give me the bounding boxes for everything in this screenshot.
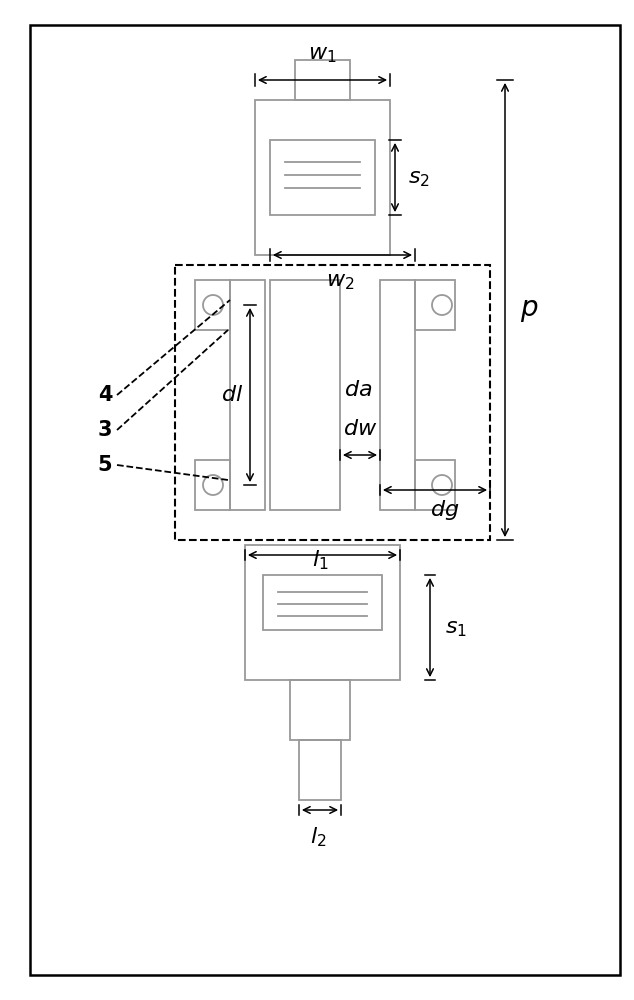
Text: $dw$: $dw$: [343, 418, 377, 440]
Text: $dl$: $dl$: [221, 384, 243, 406]
Text: 5: 5: [98, 455, 112, 475]
Bar: [295, 60, 350, 100]
Text: $s_1$: $s_1$: [445, 617, 467, 639]
Text: $da$: $da$: [344, 379, 372, 401]
Text: $dg$: $dg$: [430, 498, 460, 522]
Text: 4: 4: [98, 385, 112, 405]
Text: $w_2$: $w_2$: [326, 270, 354, 292]
Text: $l_2$: $l_2$: [310, 825, 327, 849]
Bar: [245, 545, 400, 680]
Bar: [175, 265, 490, 540]
Text: $p$: $p$: [520, 296, 538, 324]
Bar: [270, 280, 340, 510]
Bar: [195, 280, 230, 330]
Text: 3: 3: [98, 420, 112, 440]
Text: $s_2$: $s_2$: [408, 167, 430, 189]
Bar: [255, 100, 390, 255]
Bar: [230, 280, 265, 510]
Bar: [415, 280, 455, 330]
Bar: [270, 140, 375, 215]
Bar: [299, 740, 341, 800]
Bar: [263, 575, 382, 630]
Bar: [415, 460, 455, 510]
Bar: [380, 280, 415, 510]
Bar: [195, 460, 230, 510]
Bar: [290, 680, 350, 740]
Text: $l_1$: $l_1$: [312, 548, 328, 572]
Text: $w_1$: $w_1$: [307, 43, 336, 65]
